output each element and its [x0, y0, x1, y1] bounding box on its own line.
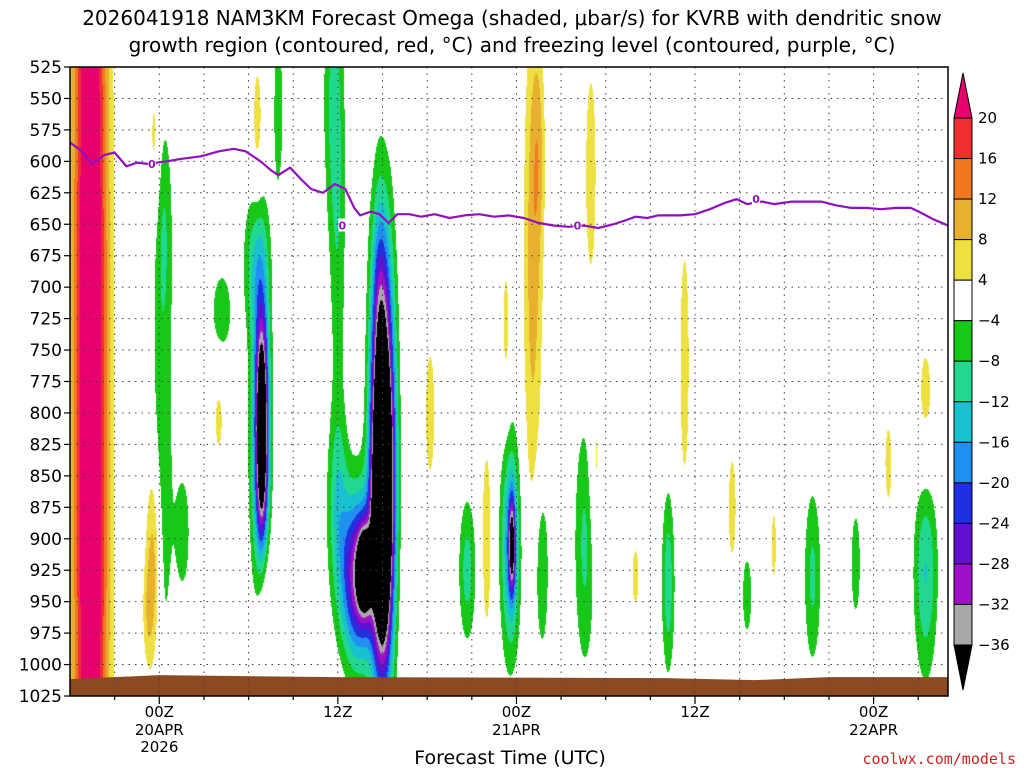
freezing-level-layer: 0 0 0 0: [69, 141, 949, 233]
colorbar-box: [953, 239, 973, 281]
x-tick-label-time: 12Z: [680, 703, 709, 721]
y-axis-ticks: 525 550 575 600 625 650 675 700 725 750 775 800 825 8…: [19, 58, 70, 707]
freezing-level-label: 0: [752, 193, 760, 206]
freezing-label-bg: [147, 156, 156, 170]
y-tick-label: 925: [30, 561, 62, 581]
y-tick-label: 700: [30, 278, 62, 298]
x-tick-label-year: 2026: [140, 738, 178, 756]
colorbar: 20 16 12 8 4 −4 −8 −12 −16 −20 −24 −28 −32 −36: [953, 72, 1010, 691]
colorbar-label: −24: [978, 514, 1010, 532]
x-tick-label-date: 22APR: [849, 721, 898, 739]
y-tick-label: 975: [30, 624, 62, 644]
y-tick-label: 750: [30, 341, 62, 361]
colorbar-label: −28: [978, 555, 1010, 573]
colorbar-label: −36: [978, 636, 1010, 654]
colorbar-box: [953, 482, 973, 524]
colorbar-box: [953, 563, 973, 605]
y-tick-label: 650: [30, 215, 62, 235]
freezing-label-bg: [752, 192, 761, 206]
x-tick-label-time: 12Z: [323, 703, 352, 721]
y-tick-label: 575: [30, 121, 62, 141]
x-tick-label-date: 20APR: [135, 721, 184, 739]
chart-title-line-2: growth region (contoured, red, °C) and f…: [129, 33, 896, 57]
x-tick-label-date: 21APR: [492, 721, 541, 739]
y-tick-label: 600: [30, 152, 62, 172]
credit-text: coolwx.com/models: [862, 750, 1016, 768]
colorbar-box: [953, 158, 973, 200]
colorbar-box: [953, 603, 973, 646]
x-axis-label: Forecast Time (UTC): [414, 747, 605, 768]
omega-shaded-field: [70, 67, 948, 696]
colorbar-box: [953, 522, 973, 565]
y-tick-label: 825: [30, 435, 62, 455]
freezing-level-label: 0: [574, 220, 582, 233]
colorbar-box: [953, 117, 973, 160]
colorbar-label: −12: [978, 393, 1010, 411]
y-tick-label: 800: [30, 404, 62, 424]
y-tick-label: 875: [30, 498, 62, 518]
y-tick-label: 550: [30, 89, 62, 109]
y-tick-label: 900: [30, 530, 62, 550]
y-tick-label: 725: [30, 310, 62, 330]
colorbar-label: −20: [978, 474, 1010, 492]
y-tick-label: 950: [30, 593, 62, 613]
terrain-fill: [70, 675, 948, 696]
colorbar-box: [953, 401, 973, 443]
x-tick-label-time: 00Z: [859, 703, 888, 721]
colorbar-bottom-arrow: [953, 644, 973, 691]
terrain-layer: [70, 675, 948, 696]
y-tick-label: 1025: [19, 687, 62, 707]
y-tick-label: 850: [30, 467, 62, 487]
y-tick-label: 525: [30, 58, 62, 78]
colorbar-label: 16: [978, 150, 997, 168]
colorbar-top-arrow: [953, 72, 973, 119]
colorbar-label: −8: [978, 352, 1000, 370]
colorbar-box: [953, 279, 973, 322]
colorbar-label: −4: [978, 312, 1000, 330]
chart-title-line-1: 2026041918 NAM3KM Forecast Omega (shaded…: [82, 6, 942, 30]
colorbar-label: −32: [978, 595, 1010, 613]
y-tick-label: 675: [30, 247, 62, 267]
y-tick-label: 1000: [19, 656, 62, 676]
freezing-label-bg: [573, 218, 582, 232]
colorbar-box: [953, 320, 973, 362]
colorbar-label: 12: [978, 190, 997, 208]
colorbar-label: 4: [978, 271, 988, 289]
colorbar-box: [953, 360, 973, 403]
plot-area: 0 0 0 0: [69, 66, 949, 697]
y-tick-label: 625: [30, 184, 62, 204]
colorbar-label: 20: [978, 109, 997, 127]
colorbar-label: −16: [978, 433, 1010, 451]
colorbar-box: [953, 198, 973, 241]
freezing-level-label: 0: [339, 220, 347, 233]
colorbar-label: 8: [978, 231, 988, 249]
freezing-label-bg: [338, 218, 347, 232]
y-tick-label: 775: [30, 373, 62, 393]
x-tick-label-time: 00Z: [145, 703, 174, 721]
freezing-level-label: 0: [148, 158, 156, 171]
freezing-level-line: [69, 141, 949, 230]
x-tick-label-time: 00Z: [502, 703, 531, 721]
colorbar-box: [953, 441, 973, 484]
